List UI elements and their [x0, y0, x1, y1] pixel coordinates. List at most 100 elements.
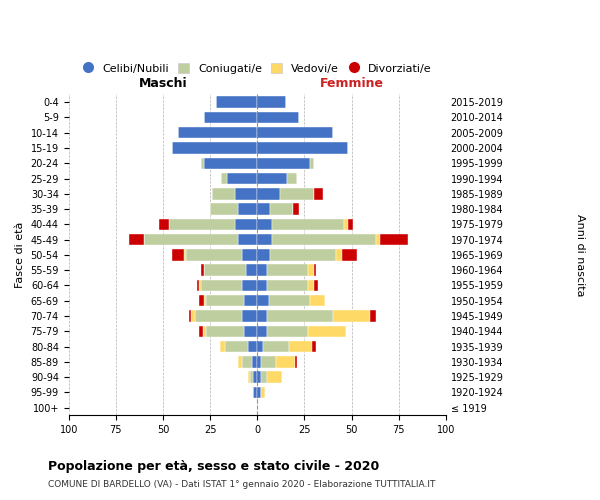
Bar: [235, 218, 257, 230]
Bar: [257, 112, 299, 123]
Bar: [184, 249, 185, 260]
Bar: [227, 173, 257, 184]
Bar: [200, 280, 242, 291]
Bar: [205, 264, 246, 276]
Bar: [308, 280, 314, 291]
Bar: [257, 142, 348, 154]
Bar: [257, 295, 269, 306]
Text: Popolazione per età, sesso e stato civile - 2020: Popolazione per età, sesso e stato civil…: [48, 460, 379, 473]
Bar: [337, 249, 342, 260]
Bar: [314, 188, 323, 200]
Bar: [235, 188, 257, 200]
Text: Maschi: Maschi: [139, 77, 187, 90]
Bar: [225, 341, 248, 352]
Bar: [242, 249, 257, 260]
Bar: [172, 249, 184, 260]
Bar: [333, 310, 370, 322]
Bar: [246, 264, 257, 276]
Bar: [261, 372, 266, 383]
Bar: [242, 310, 257, 322]
Bar: [199, 295, 205, 306]
Bar: [248, 341, 257, 352]
Bar: [257, 158, 310, 169]
Bar: [210, 204, 238, 215]
Bar: [238, 234, 257, 245]
Bar: [257, 173, 287, 184]
Bar: [257, 188, 280, 200]
Bar: [376, 234, 380, 245]
Bar: [169, 218, 235, 230]
Bar: [342, 249, 357, 260]
Bar: [310, 158, 314, 169]
Bar: [295, 356, 297, 368]
Bar: [257, 356, 261, 368]
Bar: [185, 249, 242, 260]
Bar: [199, 326, 203, 337]
Bar: [257, 280, 266, 291]
Bar: [272, 234, 376, 245]
Bar: [216, 96, 257, 108]
Bar: [266, 372, 282, 383]
Legend: Celibi/Nubili, Coniugati/e, Vedovi/e, Divorziati/e: Celibi/Nubili, Coniugati/e, Vedovi/e, Di…: [79, 58, 436, 78]
Bar: [238, 356, 242, 368]
Bar: [293, 204, 299, 215]
Bar: [312, 341, 316, 352]
Bar: [212, 188, 235, 200]
Bar: [257, 386, 261, 398]
Bar: [271, 249, 337, 260]
Bar: [261, 386, 265, 398]
Bar: [200, 158, 205, 169]
Bar: [269, 295, 310, 306]
Bar: [200, 264, 205, 276]
Bar: [266, 326, 308, 337]
Bar: [272, 218, 344, 230]
Bar: [257, 310, 266, 322]
Bar: [261, 356, 276, 368]
Bar: [266, 280, 308, 291]
Bar: [221, 173, 227, 184]
Bar: [191, 310, 195, 322]
Text: COMUNE DI BARDELLO (VA) - Dati ISTAT 1° gennaio 2020 - Elaborazione TUTTITALIA.I: COMUNE DI BARDELLO (VA) - Dati ISTAT 1° …: [48, 480, 436, 489]
Text: Femmine: Femmine: [320, 77, 383, 90]
Bar: [238, 204, 257, 215]
Bar: [257, 372, 261, 383]
Bar: [144, 234, 238, 245]
Bar: [263, 341, 289, 352]
Bar: [257, 326, 266, 337]
Bar: [314, 280, 317, 291]
Bar: [308, 264, 314, 276]
Bar: [314, 264, 316, 276]
Bar: [266, 310, 333, 322]
Bar: [253, 386, 257, 398]
Bar: [199, 280, 200, 291]
Bar: [253, 372, 257, 383]
Bar: [205, 295, 206, 306]
Bar: [178, 127, 257, 138]
Bar: [203, 326, 206, 337]
Bar: [271, 204, 293, 215]
Bar: [244, 326, 257, 337]
Bar: [289, 341, 312, 352]
Bar: [220, 341, 225, 352]
Bar: [257, 341, 263, 352]
Bar: [257, 234, 272, 245]
Bar: [242, 356, 251, 368]
Bar: [257, 127, 333, 138]
Bar: [266, 264, 308, 276]
Bar: [257, 264, 266, 276]
Bar: [380, 234, 408, 245]
Bar: [195, 310, 242, 322]
Bar: [257, 218, 272, 230]
Bar: [197, 280, 199, 291]
Bar: [242, 280, 257, 291]
Bar: [250, 372, 253, 383]
Bar: [257, 96, 286, 108]
Bar: [205, 112, 257, 123]
Bar: [276, 356, 295, 368]
Bar: [205, 158, 257, 169]
Bar: [344, 218, 348, 230]
Bar: [248, 372, 250, 383]
Bar: [287, 173, 297, 184]
Bar: [310, 295, 325, 306]
Bar: [257, 249, 271, 260]
